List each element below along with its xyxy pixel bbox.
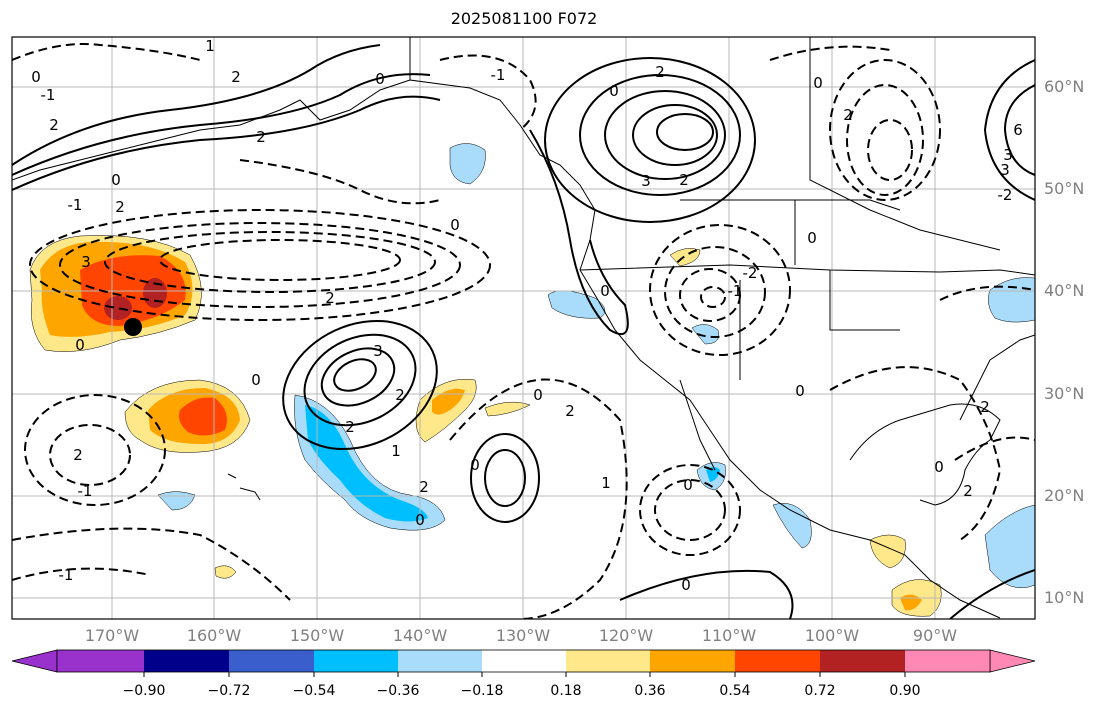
lat-label: 50°N <box>1044 179 1085 198</box>
colorbar-tick-label: 0.90 <box>889 683 921 699</box>
colorbar-segment <box>820 650 905 672</box>
lon-label: 150°W <box>289 626 345 645</box>
contour-label: 2 <box>73 446 83 464</box>
contour-label: 2 <box>963 482 973 500</box>
contour-label: 0 <box>600 282 610 300</box>
contour-label: -1 <box>41 86 56 104</box>
contour-label: 2 <box>980 398 990 416</box>
colorbar-segment <box>229 650 314 672</box>
colorbar-min-extension <box>11 649 58 673</box>
colorbar-frame <box>56 649 991 673</box>
colorbar-tick-label: −0.36 <box>376 683 420 699</box>
colorbar-segment <box>482 650 566 672</box>
lat-label: 30°N <box>1044 384 1085 403</box>
lon-label: 170°W <box>84 626 140 645</box>
contour-label: 3 <box>1000 161 1010 179</box>
colorbar-segment <box>144 650 229 672</box>
lon-label: 160°W <box>186 626 242 645</box>
contour-label: 0 <box>375 70 385 88</box>
contour-label: 2 <box>345 418 355 436</box>
contour-label: 1 <box>205 37 215 55</box>
contour-label: -2 <box>743 264 758 282</box>
contour-label: 3 <box>81 253 91 271</box>
lat-label: 40°N <box>1044 281 1085 300</box>
contour-label: 2 <box>419 478 429 496</box>
contour-label: 3 <box>641 172 651 190</box>
colorbar <box>11 649 1036 677</box>
contour-label: 0 <box>415 511 425 529</box>
colorbar-tick-label: 0.54 <box>719 683 751 699</box>
contour-label: -1 <box>59 566 74 584</box>
colorbar-segment <box>735 650 820 672</box>
contour-label: 0 <box>251 371 261 389</box>
contour-label: 2 <box>679 171 689 189</box>
negative-contour-lines <box>12 43 1035 619</box>
contour-label: 0 <box>533 386 543 404</box>
contour-label: 0 <box>681 576 691 594</box>
contour-label: 2 <box>231 68 241 86</box>
contour-label: 1 <box>391 442 401 460</box>
contour-label: 0 <box>31 68 41 86</box>
contour-label: -1 <box>68 196 83 214</box>
contour-label: 0 <box>609 82 619 100</box>
lon-label: 110°W <box>701 626 757 645</box>
contour-label: 6 <box>1013 121 1023 139</box>
contour-label: 3 <box>1003 146 1013 164</box>
coastlines <box>12 37 1035 619</box>
colorbar-tick-label: −0.72 <box>207 683 251 699</box>
anomaly-shading <box>29 143 1035 617</box>
contour-lines <box>12 44 1035 619</box>
colorbar-tick-label: −0.90 <box>122 683 166 699</box>
colorbar-segment <box>57 650 144 672</box>
contour-label: 0 <box>795 382 805 400</box>
contour-label: 0 <box>807 229 817 247</box>
contour-label: -1 <box>491 66 506 84</box>
contour-label: 2 <box>256 128 266 146</box>
lat-label: 10°N <box>1044 588 1085 607</box>
lon-label: 90°W <box>912 626 958 645</box>
contour-label: 0 <box>470 456 480 474</box>
colorbar-tick-label: −0.54 <box>292 683 336 699</box>
colorbar-tick-label: 0.18 <box>550 683 582 699</box>
contour-label: 2 <box>565 402 575 420</box>
contour-label: 2 <box>115 198 125 216</box>
contour-label: 2 <box>325 289 335 307</box>
map-title: 2025081100 F072 <box>450 9 598 28</box>
lon-label: 120°W <box>598 626 654 645</box>
contour-label: 2 <box>843 106 853 124</box>
contour-label: 0 <box>450 216 460 234</box>
contour-label: 0 <box>934 458 944 476</box>
contour-label: -2 <box>998 186 1013 204</box>
contour-label: 0 <box>111 171 121 189</box>
contour-label: 2 <box>395 386 405 404</box>
map-frame <box>11 36 1036 620</box>
lon-label: 100°W <box>804 626 860 645</box>
contour-label: 2 <box>655 63 665 81</box>
map-grid <box>12 37 1035 619</box>
lon-label: 140°W <box>392 626 448 645</box>
contour-label: -1 <box>78 482 93 500</box>
contour-label: 2 <box>49 116 59 134</box>
contour-label: 1 <box>601 474 611 492</box>
colorbar-segment <box>398 650 482 672</box>
colorbar-segment <box>650 650 735 672</box>
lat-label: 60°N <box>1044 77 1085 96</box>
lat-label: 20°N <box>1044 486 1085 505</box>
colorbar-segment <box>566 650 650 672</box>
colorbar-tick-label: −0.18 <box>460 683 504 699</box>
lon-label: 130°W <box>495 626 551 645</box>
colorbar-segment <box>314 650 398 672</box>
contour-label: 0 <box>683 476 693 494</box>
contour-label: 0 <box>813 74 823 92</box>
colorbar-segment <box>905 650 990 672</box>
contour-label: 3 <box>373 342 383 360</box>
colorbar-tick-label: 0.36 <box>634 683 666 699</box>
colorbar-max-extension <box>989 649 1036 673</box>
colorbar-tick-label: 0.72 <box>804 683 836 699</box>
contour-label: 0 <box>75 336 85 354</box>
contour-label: -1 <box>728 282 743 300</box>
